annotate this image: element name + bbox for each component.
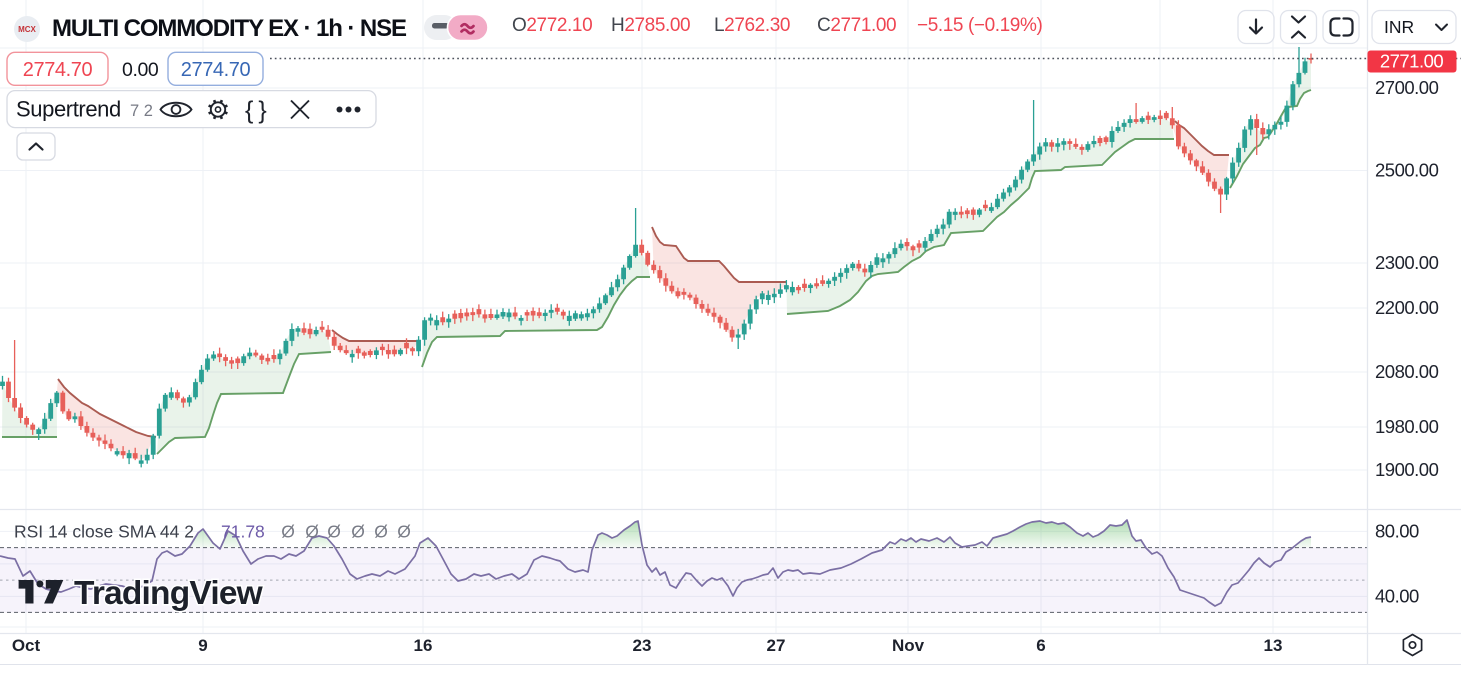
svg-text:MULTI COMMODITY EX · 1h · NSE: MULTI COMMODITY EX · 1h · NSE	[52, 15, 407, 42]
svg-text:2774.70: 2774.70	[181, 59, 251, 81]
svg-text:2700.00: 2700.00	[1375, 77, 1439, 98]
svg-text:0.00: 0.00	[122, 59, 159, 81]
svg-text:Ø: Ø	[351, 522, 365, 542]
svg-text:9: 9	[198, 636, 207, 655]
svg-text:2200.00: 2200.00	[1375, 297, 1439, 318]
svg-text:Nov: Nov	[892, 636, 925, 655]
svg-text:2080.00: 2080.00	[1375, 361, 1439, 382]
svg-text:2774.70: 2774.70	[23, 59, 93, 81]
svg-text:O2772.10: O2772.10	[512, 15, 592, 36]
svg-text:23: 23	[633, 636, 652, 655]
svg-text:Ø: Ø	[281, 522, 295, 542]
svg-text:1980.00: 1980.00	[1375, 416, 1439, 437]
svg-text:{}: {}	[245, 97, 272, 125]
svg-text:Ø: Ø	[374, 522, 388, 542]
svg-text:2500.00: 2500.00	[1375, 160, 1439, 181]
svg-text:Ø: Ø	[397, 522, 411, 542]
svg-text:16: 16	[414, 636, 433, 655]
svg-text:80.00: 80.00	[1375, 520, 1419, 541]
svg-text:2300.00: 2300.00	[1375, 252, 1439, 273]
svg-text:13: 13	[1264, 636, 1283, 655]
svg-text:Ø: Ø	[327, 522, 341, 542]
svg-text:7 2: 7 2	[130, 102, 153, 120]
svg-text:Supertrend: Supertrend	[16, 97, 121, 122]
svg-text:MCX: MCX	[18, 25, 36, 34]
svg-text:−5.15 (−0.19%): −5.15 (−0.19%)	[917, 15, 1042, 36]
svg-text:6: 6	[1036, 636, 1045, 655]
svg-text:INR: INR	[1384, 17, 1414, 37]
svg-text:27: 27	[767, 636, 786, 655]
svg-text:Oct: Oct	[12, 636, 41, 655]
svg-text:1900.00: 1900.00	[1375, 459, 1439, 480]
svg-text:L2762.30: L2762.30	[714, 15, 790, 36]
svg-text:TradingView: TradingView	[74, 575, 264, 612]
svg-text:40.00: 40.00	[1375, 585, 1419, 606]
svg-text:C2771.00: C2771.00	[817, 15, 896, 36]
svg-text:Ø: Ø	[305, 522, 319, 542]
svg-text:H2785.00: H2785.00	[611, 15, 690, 36]
svg-text:RSI 14 close SMA 44 2: RSI 14 close SMA 44 2	[14, 522, 194, 542]
svg-text:71.78: 71.78	[221, 522, 265, 542]
svg-text:2771.00: 2771.00	[1380, 51, 1444, 72]
